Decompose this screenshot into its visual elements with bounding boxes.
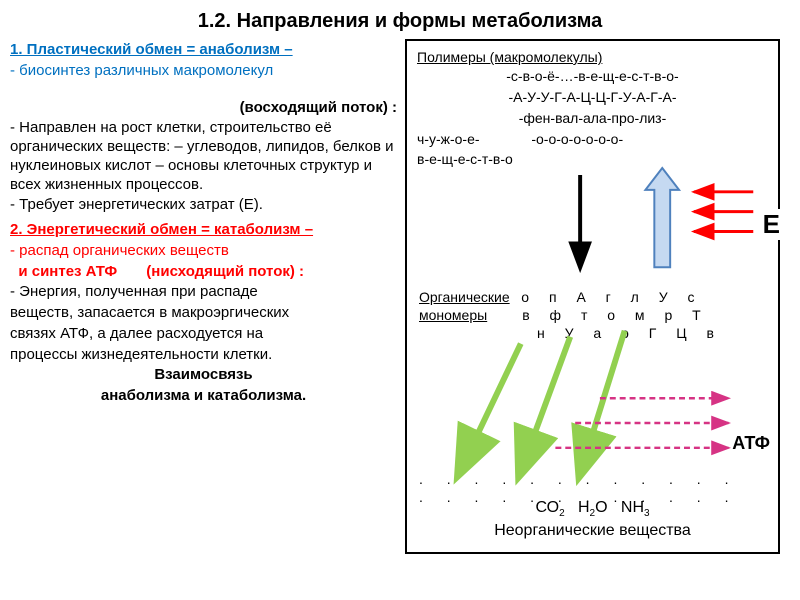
monomers-label-2: мономеры [419, 307, 487, 323]
energy-atp: и синтез АТФ (нисходящий поток) : [10, 263, 397, 282]
mono-row-1: о п А г л У с [521, 289, 702, 305]
inorganic-formula: СО2 Н2О NН3 [419, 497, 766, 521]
monomers-block: Органические о п А г л У с мономеры в ф … [419, 288, 722, 343]
content-row: 1. Пластический обмен = анаболизм – - би… [0, 39, 800, 554]
energy-body-1: - Энергия, полученная при распаде [10, 283, 397, 302]
poly-line-4: ч-у-ж-о-е- -о-о-о-о-о-о-о- [417, 130, 768, 148]
plastic-heading: 1. Пластический обмен = анаболизм – [10, 41, 293, 58]
energy-body-3: связях АТФ, а далее расходуется на [10, 325, 397, 344]
dots-row-1: . . . . . . . . . . . . [419, 471, 738, 487]
mono-row-3: н У а о Г Ц в [537, 325, 722, 341]
inorganic-block: СО2 Н2О NН3 Неорганические вещества [419, 497, 766, 542]
e-label: Е [763, 209, 780, 240]
energy-body-2: веществ, запасается в макроэргических [10, 304, 397, 323]
magenta-arrows [555, 398, 728, 448]
plastic-body: - Направлен на рост клетки, строительств… [10, 119, 397, 194]
interlink-1: Взаимосвязь [10, 366, 397, 385]
poly-line-3: -фен-вал-ала-про-лиз- [417, 109, 768, 128]
poly-line-5: в-е-щ-е-с-т-в-о [417, 150, 768, 168]
poly-line-2: -А-У-У-Г-А-Ц-Ц-Г-У-А-Г-А- [417, 88, 768, 107]
page-title: 1.2. Направления и формы метаболизма [0, 0, 800, 39]
energy-sub: - распад органических веществ [10, 242, 229, 259]
thick-up-arrow [645, 168, 679, 267]
plastic-sub: - биосинтез различных макромолекул [10, 62, 273, 79]
mono-row-2: в ф т о м р Т [522, 307, 708, 323]
monomers-label: Органические [419, 289, 510, 305]
left-column: 1. Пластический обмен = анаболизм – - би… [10, 39, 405, 554]
plastic-flow: (восходящий поток) : [10, 99, 397, 118]
poly-line-1: -с-в-о-ё-…-в-е-щ-е-с-т-в-о- [417, 67, 768, 86]
plastic-energy: - Требует энергетических затрат (Е). [10, 196, 397, 215]
energy-heading: 2. Энергетический обмен = катаболизм – [10, 221, 313, 238]
interlink-2: анаболизма и катаболизма. [10, 387, 397, 406]
energy-body-4: процессы жизнедеятельности клетки. [10, 346, 397, 365]
diagram-box: Полимеры (макромолекулы) -с-в-о-ё-…-в-е-… [405, 39, 780, 554]
polymers-title: Полимеры (макромолекулы) [417, 49, 768, 65]
red-e-arrows [694, 192, 753, 232]
right-column: Полимеры (макромолекулы) -с-в-о-ё-…-в-е-… [405, 39, 780, 554]
green-arrows [466, 331, 624, 458]
atp-label: АТФ [732, 433, 770, 454]
inorganic-label: Неорганические вещества [419, 520, 766, 542]
